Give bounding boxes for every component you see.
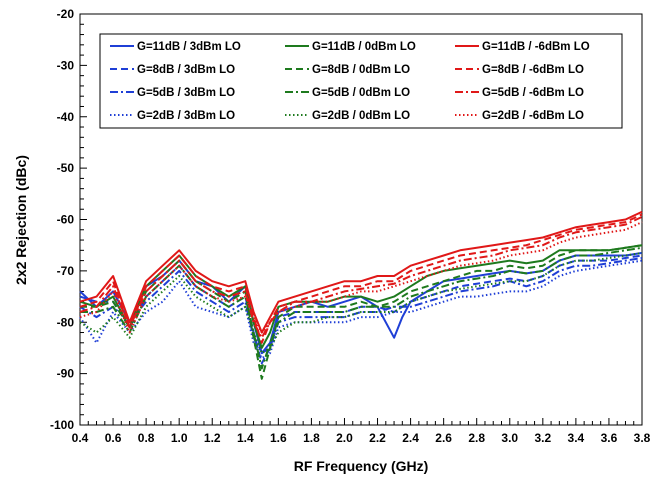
y-tick-label: -40 [57, 110, 75, 124]
y-tick-label: -90 [57, 367, 75, 381]
legend-label: G=11dB / 3dBm LO [137, 41, 241, 53]
legend-label: G=11dB / -6dBm LO [482, 41, 590, 53]
x-tick-label: 2.6 [435, 431, 452, 445]
legend-label: G=8dB / -6dBm LO [482, 64, 584, 76]
x-tick-label: 0.6 [105, 431, 122, 445]
series-line-8 [79, 251, 643, 355]
x-tick-label: 1.6 [270, 431, 287, 445]
legend-label: G=11dB / 0dBm LO [312, 41, 416, 53]
x-tick-label: 3.6 [601, 431, 618, 445]
y-tick-label: -30 [57, 58, 75, 72]
y-tick-label: -50 [57, 161, 75, 175]
legend-label: G=5dB / 0dBm LO [312, 87, 410, 99]
x-tick-label: 3.8 [634, 431, 651, 445]
series-line-9 [79, 210, 643, 334]
series-line-3 [79, 257, 643, 355]
series-group [79, 210, 643, 380]
x-tick-label: 0.4 [72, 431, 89, 445]
legend: G=11dB / 3dBm LO G=8dB / 3dBm LO G=5dB / 3… [99, 33, 623, 129]
legend-label: G=5dB / -6dBm LO [482, 87, 584, 99]
series-line-10 [79, 213, 643, 344]
legend-label: G=2dB / 0dBm LO [312, 110, 410, 122]
x-tick-label: 2.2 [369, 431, 386, 445]
y-axis-title: 2x2 Rejection (dBc) [13, 155, 29, 285]
x-tick-label: 3.2 [534, 431, 551, 445]
y-tick-label: -60 [57, 213, 75, 227]
x-tick-label: 2.8 [468, 431, 485, 445]
y-tick-label: -80 [57, 315, 75, 329]
x-tick-label: 0.8 [138, 431, 155, 445]
x-tick-label: 1.2 [204, 431, 221, 445]
x-tick-label: 3.0 [501, 431, 518, 445]
legend-label: G=8dB / 0dBm LO [312, 64, 410, 76]
legend-label: G=8dB / 3dBm LO [137, 64, 235, 76]
x-tick-label: 2.0 [336, 431, 353, 445]
series-line-12 [79, 221, 643, 334]
legend-label: G=5dB / 3dBm LO [137, 87, 235, 99]
legend-label: G=2dB / 3dBm LO [137, 110, 235, 122]
legend-box [99, 33, 623, 129]
x-tick-label: 1.8 [303, 431, 320, 445]
series-line-11 [79, 215, 643, 339]
x-tick-label: 2.4 [402, 431, 419, 445]
x-tick-label: 1.4 [237, 431, 254, 445]
x-axis-title: RF Frequency (GHz) [294, 458, 429, 474]
y-tick-label: -70 [57, 264, 75, 278]
x-tick-label: 1.0 [171, 431, 188, 445]
legend-label: G=2dB / -6dBm LO [482, 110, 584, 122]
y-tick-label: -20 [57, 7, 75, 21]
x-tick-label: 3.4 [568, 431, 585, 445]
y-tick-label: -100 [50, 418, 74, 432]
